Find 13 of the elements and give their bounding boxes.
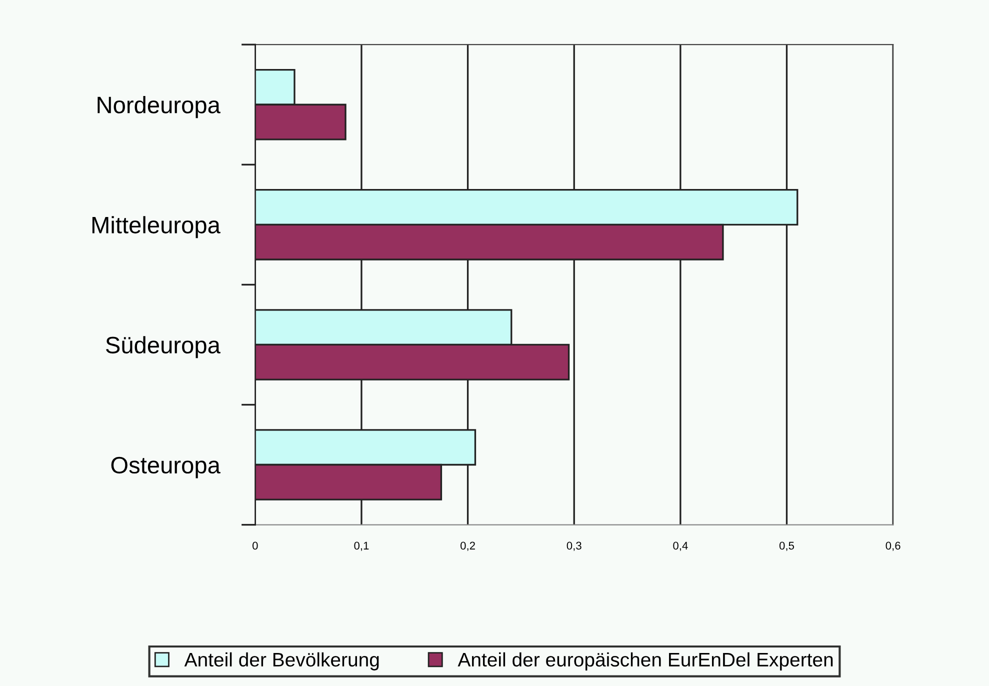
x-tick-label: 0,1: [354, 542, 369, 551]
y-tick-label: Nordeuropa: [98, 96, 220, 118]
legend-label: Anteil der Bevölkerung: [184, 652, 379, 670]
x-tick-label: 0,4: [673, 542, 688, 551]
y-tick-label: Osteuropa: [111, 456, 220, 478]
x-tick-label: 0,5: [779, 542, 794, 551]
y-tick-label: Südeuropa: [106, 336, 220, 358]
y-tick-label: Mitteleuropa: [92, 216, 220, 238]
x-tick-label: 0,3: [566, 542, 582, 551]
x-tick-label: 0,6: [886, 542, 900, 551]
x-tick-label: 0,2: [460, 542, 475, 551]
x-tick-label: 0: [252, 542, 258, 550]
legend-label: Anteil der europäischen EurEnDel Experten: [458, 652, 833, 670]
